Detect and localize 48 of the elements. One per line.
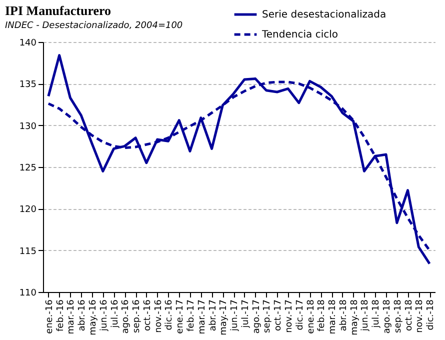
- x-tick-label: feb.-17: [186, 300, 196, 332]
- x-tick-label: sep.-16: [132, 299, 142, 333]
- x-tick-label: jul.-16: [110, 299, 120, 329]
- x-tick-label: mar.-16: [66, 299, 77, 334]
- x-tick-label: jun.-16: [99, 299, 110, 332]
- x-tick-label: mar.-17: [197, 300, 208, 334]
- x-tick-label: ago.-18: [382, 299, 392, 334]
- x-tick-label: ene.-16: [44, 299, 55, 334]
- x-tick-label: sep.-18: [393, 299, 404, 333]
- x-tick-label: ene.-18: [306, 299, 316, 334]
- x-tick-label: feb.-16: [56, 299, 66, 332]
- x-tick-label: may.-18: [350, 299, 360, 336]
- y-tick-label: 140: [19, 38, 37, 48]
- x-tick-label: may.-16: [88, 299, 98, 336]
- x-tick-label: jul.-17: [240, 300, 251, 329]
- y-tick-label: 125: [19, 164, 36, 174]
- x-tick-label: abr.-17: [208, 300, 218, 332]
- x-tick-label: nov.-16: [154, 299, 164, 333]
- x-tick-label: jul.-18: [372, 299, 382, 329]
- legend-label: Tendencia ciclo: [261, 30, 338, 40]
- x-tick-label: oct.-17: [274, 300, 284, 332]
- x-tick-label: oct.-16: [142, 299, 153, 332]
- y-tick-label: 115: [19, 246, 36, 257]
- line-series: [47, 54, 431, 265]
- x-tick-label: oct.-18: [404, 299, 414, 332]
- legend-label: Serie desestacionalizada: [262, 10, 386, 20]
- x-tick-label: ago.-17: [252, 300, 262, 334]
- x-tick-label: feb.-18: [317, 299, 328, 332]
- y-tick-label: 120: [19, 205, 37, 216]
- x-tick-label: jun.-17: [230, 300, 240, 332]
- x-tick-label: dic.-18: [426, 299, 436, 330]
- x-tick-label: ago.-16: [121, 299, 132, 334]
- chart-title: IPI Manufacturero: [5, 3, 112, 18]
- y-tick-label: 135: [19, 80, 36, 90]
- x-tick-label: nov.-18: [415, 299, 426, 333]
- x-tick-label: ene.-17: [176, 300, 186, 334]
- x-tick-label: abr.-16: [78, 299, 88, 332]
- x-tick-label: nov.-17: [284, 300, 294, 333]
- y-tick-label: 110: [19, 288, 37, 298]
- chart-subtitle: INDEC - Desestacionalizado, 2004=100: [5, 21, 183, 31]
- x-tick-label: may.-17: [219, 300, 230, 336]
- x-tick-label: mar.-18: [328, 299, 338, 334]
- x-tick-label: dic.-17: [295, 300, 306, 330]
- y-tick-label: 130: [19, 122, 37, 132]
- x-tick-label: jun.-18: [360, 299, 371, 332]
- x-tick-label: sep.-17: [262, 300, 273, 333]
- x-tick-label: abr.-18: [338, 299, 349, 332]
- x-tick-label: dic.-16: [164, 299, 175, 330]
